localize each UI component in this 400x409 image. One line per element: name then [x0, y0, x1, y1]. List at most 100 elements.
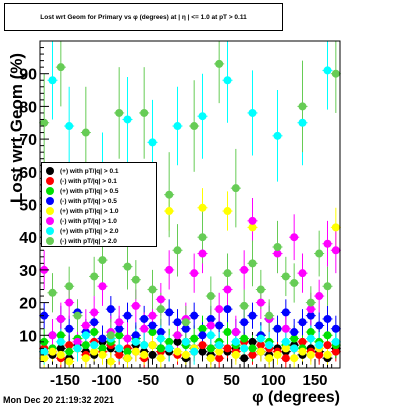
data-point	[240, 318, 249, 327]
data-point	[148, 328, 157, 337]
data-point	[265, 341, 274, 350]
data-point	[148, 311, 157, 320]
data-point	[240, 334, 249, 343]
data-point	[198, 324, 207, 333]
data-point	[173, 122, 182, 131]
data-point	[256, 334, 265, 343]
data-point	[190, 311, 199, 320]
legend-label: (+) with pT/|q| > 0.5	[60, 187, 119, 195]
legend-label: (-) with pT/|q| > 2.0	[60, 237, 117, 245]
legend-item: (-) with pT/|q| > 2.0	[46, 236, 117, 246]
data-point	[123, 115, 132, 124]
data-point	[198, 112, 207, 121]
data-point	[173, 331, 182, 340]
data-point	[56, 63, 65, 72]
data-point	[90, 341, 99, 350]
data-point	[106, 305, 115, 314]
data-point	[123, 334, 132, 343]
data-point	[123, 347, 132, 356]
data-point	[256, 341, 265, 350]
data-point	[298, 102, 307, 111]
data-point	[190, 334, 199, 343]
data-point	[281, 337, 290, 346]
data-point	[156, 295, 165, 304]
data-point	[40, 354, 49, 363]
data-point	[231, 350, 240, 359]
data-point	[281, 354, 290, 363]
data-point	[290, 278, 299, 287]
data-point	[115, 318, 124, 327]
data-point	[256, 347, 265, 356]
data-point	[115, 108, 124, 117]
data-point	[248, 344, 257, 353]
data-point	[306, 328, 315, 337]
data-point	[290, 233, 299, 242]
data-point	[40, 337, 49, 346]
data-point	[306, 350, 315, 359]
data-point	[298, 318, 307, 327]
y-tick-label: 50	[19, 198, 37, 215]
data-point	[56, 337, 65, 346]
legend-label: (+) with pT/|q| > 0.1	[60, 167, 119, 175]
data-point	[156, 305, 165, 314]
legend-item: (-) with pT/|q| > 1.0	[46, 216, 117, 226]
data-point	[131, 275, 140, 284]
x-tick-label: -100	[92, 372, 122, 389]
data-point	[40, 347, 49, 356]
data-point	[306, 305, 315, 314]
data-point	[215, 321, 224, 330]
data-point	[223, 305, 232, 314]
legend-item: (-) with pT/|q| > 0.1	[46, 176, 117, 186]
data-point	[315, 350, 324, 359]
data-point	[331, 246, 340, 255]
data-point	[65, 282, 74, 291]
data-point	[65, 324, 74, 333]
data-point	[323, 239, 332, 248]
data-point	[115, 350, 124, 359]
data-point	[256, 285, 265, 294]
data-point	[223, 344, 232, 353]
data-point	[90, 328, 99, 337]
data-point	[256, 298, 265, 307]
data-point	[290, 344, 299, 353]
data-point	[298, 269, 307, 278]
data-point	[98, 256, 107, 265]
legend-item: (+) with pT/|q| > 2.0	[46, 226, 119, 236]
data-point	[290, 354, 299, 363]
data-point	[106, 331, 115, 340]
legend-label: (+) with pT/|q| > 2.0	[60, 227, 119, 235]
legend-label: (-) with pT/|q| > 0.1	[60, 177, 117, 185]
y-tick-label: 10	[19, 328, 37, 345]
data-point	[315, 321, 324, 330]
data-point	[331, 324, 340, 333]
data-point	[231, 184, 240, 193]
data-point	[215, 347, 224, 356]
x-tick-label: 100	[261, 372, 286, 389]
data-point	[206, 314, 215, 323]
data-point	[90, 318, 99, 327]
data-point	[323, 341, 332, 350]
data-point	[165, 308, 174, 317]
y-tick-label: 90	[19, 67, 37, 84]
data-point	[48, 76, 57, 85]
data-point	[290, 328, 299, 337]
data-point	[40, 118, 49, 127]
data-point	[73, 344, 82, 353]
data-point	[98, 282, 107, 291]
data-point	[248, 216, 257, 225]
data-point	[115, 344, 124, 353]
data-point	[223, 328, 232, 337]
chart-legend: (+) with pT/|q| > 0.1 (-) with pT/|q| > 0…	[41, 162, 157, 247]
data-point	[248, 337, 257, 346]
chart-title-box: Lost wrt Geom for Primary vs φ (degrees)…	[4, 3, 283, 31]
data-point	[281, 324, 290, 333]
data-point	[131, 331, 140, 340]
data-point	[173, 347, 182, 356]
data-point	[73, 311, 82, 320]
data-point	[131, 347, 140, 356]
y-tick-label: 80	[19, 99, 37, 116]
data-point	[56, 331, 65, 340]
x-axis-label: φ (degrees)	[252, 389, 340, 406]
data-point	[65, 122, 74, 131]
data-point	[198, 203, 207, 212]
